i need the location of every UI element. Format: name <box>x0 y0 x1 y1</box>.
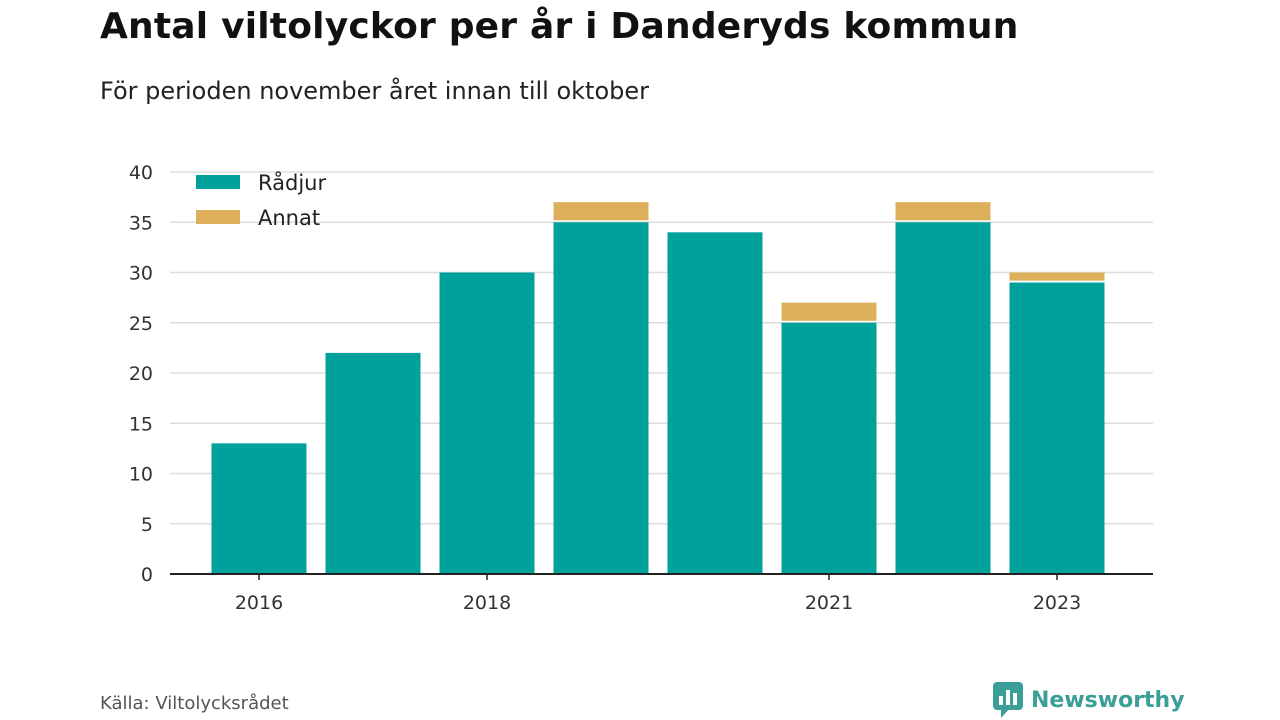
x-tick-label: 2021 <box>805 592 853 614</box>
x-tick-label: 2016 <box>235 592 283 614</box>
legend-label: Annat <box>258 206 320 230</box>
bar-radjur <box>1009 282 1105 574</box>
y-tick-label: 0 <box>141 564 153 586</box>
y-tick-label: 10 <box>129 464 153 486</box>
bar-chart-speech-bubble-icon <box>993 682 1023 718</box>
legend-swatch-annat <box>196 210 240 224</box>
bar-radjur <box>439 272 535 574</box>
bar-annat <box>895 202 991 221</box>
y-tick-label: 20 <box>129 363 153 385</box>
bar-radjur <box>211 443 307 574</box>
y-tick-label: 30 <box>129 263 153 285</box>
bar-annat <box>781 302 877 321</box>
bar-radjur <box>553 222 649 574</box>
bar-radjur <box>781 322 877 574</box>
stacked-bar-chart: 0 5 10 15 20 25 30 35 40 2016 2018 2021 2023 Rådjur An… <box>129 162 1153 614</box>
x-tick-label: 2023 <box>1033 592 1081 614</box>
bar-annat <box>1009 272 1105 281</box>
y-tick-label: 5 <box>141 514 153 536</box>
brand-name: Newsworthy <box>1031 687 1185 713</box>
legend-label: Rådjur <box>258 170 326 195</box>
x-tick-label: 2018 <box>463 592 511 614</box>
bar-radjur <box>325 352 421 574</box>
brand-logo[interactable]: Newsworthy <box>993 682 1185 718</box>
y-tick-label: 15 <box>129 413 153 435</box>
y-tick-label: 35 <box>129 212 153 234</box>
bar-radjur <box>895 222 991 574</box>
bar-annat <box>553 202 649 221</box>
chart-subtitle: För perioden november året innan till ok… <box>100 77 649 105</box>
y-tick-label: 25 <box>129 313 153 335</box>
source-note: Källa: Viltolycksrådet <box>100 693 289 714</box>
legend-swatch-radjur <box>196 175 240 189</box>
bar-radjur <box>667 232 763 575</box>
chart-title: Antal viltolyckor per år i Danderyds kom… <box>100 6 1019 47</box>
y-tick-label: 40 <box>129 162 153 184</box>
